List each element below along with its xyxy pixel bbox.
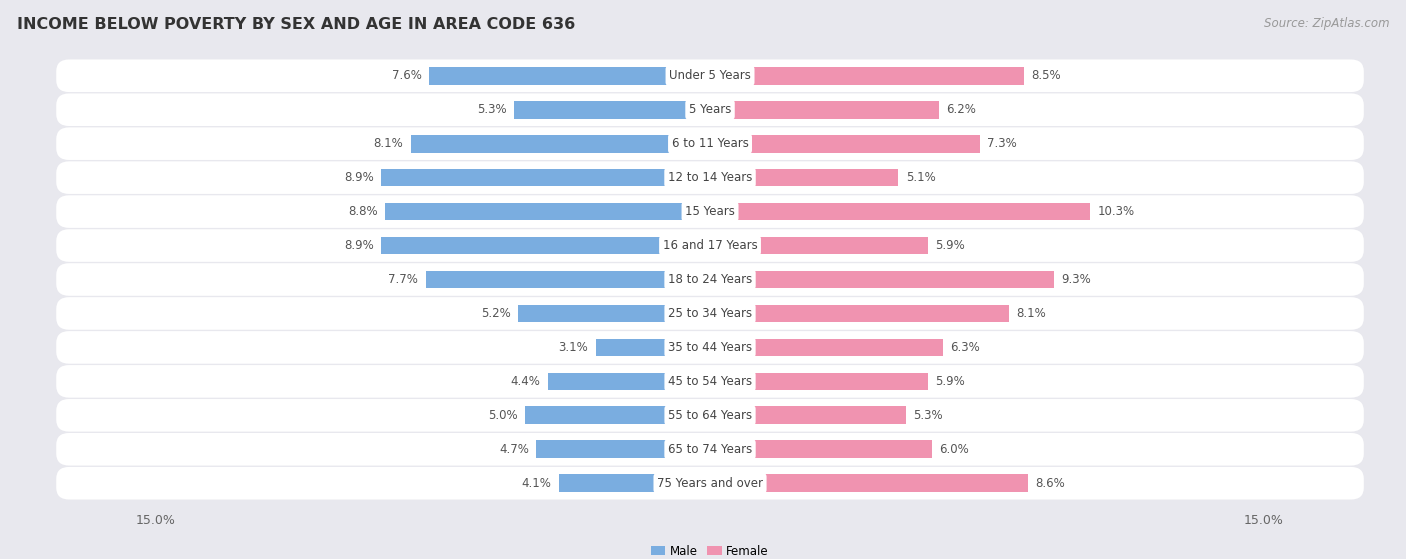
Text: 65 to 74 Years: 65 to 74 Years — [668, 443, 752, 456]
FancyBboxPatch shape — [56, 399, 1364, 432]
Text: 5.3%: 5.3% — [912, 409, 943, 422]
Text: 12 to 14 Years: 12 to 14 Years — [668, 171, 752, 184]
Text: 35 to 44 Years: 35 to 44 Years — [668, 341, 752, 354]
Text: 5 Years: 5 Years — [689, 103, 731, 116]
Bar — [381, 169, 710, 187]
Bar — [710, 475, 1028, 492]
Text: 45 to 54 Years: 45 to 54 Years — [668, 375, 752, 388]
Bar — [426, 271, 710, 288]
Text: 5.9%: 5.9% — [935, 375, 965, 388]
Bar — [381, 236, 710, 254]
Bar — [429, 67, 710, 84]
FancyBboxPatch shape — [56, 93, 1364, 126]
Text: 75 Years and over: 75 Years and over — [657, 477, 763, 490]
Text: 7.3%: 7.3% — [987, 137, 1017, 150]
FancyBboxPatch shape — [56, 162, 1364, 194]
Bar — [710, 305, 1010, 323]
Text: 8.5%: 8.5% — [1032, 69, 1062, 82]
Bar — [710, 372, 928, 390]
Text: 18 to 24 Years: 18 to 24 Years — [668, 273, 752, 286]
Text: Source: ZipAtlas.com: Source: ZipAtlas.com — [1264, 17, 1389, 30]
Text: 4.7%: 4.7% — [499, 443, 529, 456]
Text: 8.1%: 8.1% — [1017, 307, 1046, 320]
Bar — [710, 67, 1024, 84]
Text: 7.6%: 7.6% — [392, 69, 422, 82]
Text: 6 to 11 Years: 6 to 11 Years — [672, 137, 748, 150]
Text: Under 5 Years: Under 5 Years — [669, 69, 751, 82]
Text: 15 Years: 15 Years — [685, 205, 735, 218]
FancyBboxPatch shape — [56, 263, 1364, 296]
Bar — [411, 135, 710, 153]
FancyBboxPatch shape — [56, 297, 1364, 330]
Text: 5.9%: 5.9% — [935, 239, 965, 252]
Bar — [710, 236, 928, 254]
Text: 25 to 34 Years: 25 to 34 Years — [668, 307, 752, 320]
Text: 16 and 17 Years: 16 and 17 Years — [662, 239, 758, 252]
Bar — [558, 475, 710, 492]
Text: 4.4%: 4.4% — [510, 375, 540, 388]
Bar — [710, 271, 1053, 288]
Bar — [385, 203, 710, 220]
Bar — [710, 406, 905, 424]
Text: 10.3%: 10.3% — [1098, 205, 1135, 218]
Text: 7.7%: 7.7% — [388, 273, 418, 286]
Text: 8.9%: 8.9% — [344, 239, 374, 252]
FancyBboxPatch shape — [56, 59, 1364, 92]
Bar — [537, 440, 710, 458]
Bar — [710, 339, 943, 356]
Bar — [517, 305, 710, 323]
Bar — [710, 169, 898, 187]
Text: 8.1%: 8.1% — [374, 137, 404, 150]
FancyBboxPatch shape — [56, 433, 1364, 466]
FancyBboxPatch shape — [56, 467, 1364, 500]
Bar — [710, 135, 980, 153]
Text: 5.1%: 5.1% — [905, 171, 935, 184]
FancyBboxPatch shape — [56, 331, 1364, 364]
Text: 9.3%: 9.3% — [1062, 273, 1091, 286]
Text: 8.9%: 8.9% — [344, 171, 374, 184]
FancyBboxPatch shape — [56, 195, 1364, 228]
Bar — [547, 372, 710, 390]
FancyBboxPatch shape — [56, 229, 1364, 262]
FancyBboxPatch shape — [56, 127, 1364, 160]
Bar — [515, 101, 710, 119]
Text: 55 to 64 Years: 55 to 64 Years — [668, 409, 752, 422]
Bar — [596, 339, 710, 356]
Text: 8.8%: 8.8% — [347, 205, 378, 218]
Text: INCOME BELOW POVERTY BY SEX AND AGE IN AREA CODE 636: INCOME BELOW POVERTY BY SEX AND AGE IN A… — [17, 17, 575, 32]
Text: 3.1%: 3.1% — [558, 341, 588, 354]
Text: 8.6%: 8.6% — [1035, 477, 1064, 490]
Bar — [710, 440, 932, 458]
Text: 5.3%: 5.3% — [477, 103, 508, 116]
Text: 5.0%: 5.0% — [488, 409, 517, 422]
FancyBboxPatch shape — [56, 365, 1364, 397]
Bar — [710, 101, 939, 119]
Legend: Male, Female: Male, Female — [647, 540, 773, 559]
Bar — [526, 406, 710, 424]
Text: 6.0%: 6.0% — [939, 443, 969, 456]
Text: 6.2%: 6.2% — [946, 103, 976, 116]
Text: 6.3%: 6.3% — [950, 341, 980, 354]
Text: 4.1%: 4.1% — [522, 477, 551, 490]
Bar — [710, 203, 1091, 220]
Text: 5.2%: 5.2% — [481, 307, 510, 320]
